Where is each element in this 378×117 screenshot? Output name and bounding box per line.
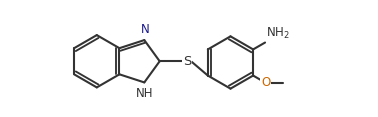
Text: O: O <box>261 76 270 89</box>
Text: NH: NH <box>136 87 153 100</box>
Text: NH$_2$: NH$_2$ <box>266 26 290 41</box>
Text: N: N <box>141 23 150 36</box>
Text: S: S <box>183 55 191 68</box>
